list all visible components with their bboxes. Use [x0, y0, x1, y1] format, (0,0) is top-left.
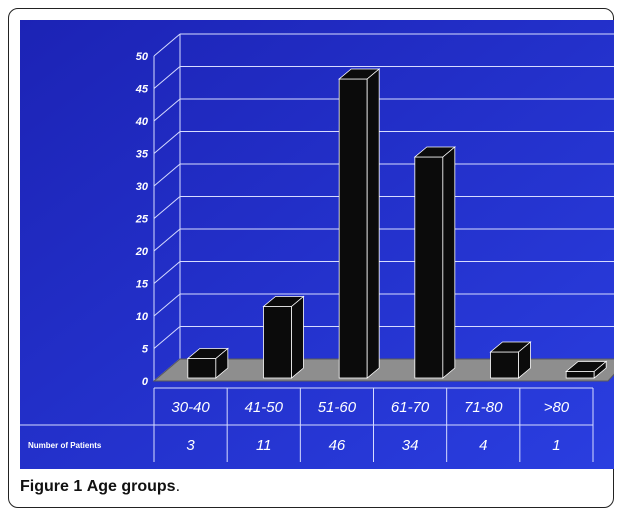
data-table: Number of Patients 30-40 3 41-50 11 51-60 46 61… — [20, 387, 594, 462]
y-tick-label: 40 — [135, 116, 149, 128]
x-category-label: 30-40 — [171, 399, 210, 416]
x-category-label: 61-70 — [391, 399, 430, 416]
bar-side — [518, 341, 531, 379]
bar-side — [291, 295, 304, 379]
gridline-side — [153, 196, 181, 219]
chart-background — [20, 20, 614, 469]
gridline-side — [153, 33, 181, 57]
y-tick-label: 25 — [135, 214, 149, 226]
y-tick-label: 15 — [136, 279, 149, 291]
table-value: 1 — [552, 437, 560, 454]
table-value: 4 — [479, 437, 487, 454]
bar — [490, 351, 519, 379]
gridline-side — [153, 66, 181, 89]
y-tick-label: 0 — [142, 376, 149, 388]
figure-caption: Figure 1 Age groups. — [20, 478, 180, 496]
table-value: 11 — [256, 437, 272, 454]
bar-chart-3d: 0 5 10 15 20 25 30 35 40 45 50 Number of Patients 3… — [20, 20, 614, 469]
caption-punct: . — [175, 478, 181, 495]
x-category-label: 41-50 — [245, 399, 284, 416]
y-tick-label: 20 — [135, 246, 149, 258]
gridline-side — [153, 326, 181, 349]
y-tick-label: 35 — [136, 149, 149, 161]
y-tick-label: 50 — [136, 51, 149, 63]
table-value: 34 — [402, 437, 419, 454]
bar — [338, 78, 368, 379]
bar-layer — [186, 68, 608, 379]
gridline-side — [153, 98, 181, 122]
x-category-label: 71-80 — [464, 399, 503, 416]
gridline-side — [153, 293, 181, 317]
bar — [187, 358, 217, 379]
y-tick-label: 5 — [142, 344, 149, 356]
x-category-label: >80 — [544, 399, 570, 416]
gridline-side — [153, 131, 181, 154]
bar — [414, 156, 444, 379]
chart-area: 0 5 10 15 20 25 30 35 40 45 50 Number of Patients 3… — [20, 20, 614, 469]
gridline-side — [153, 163, 181, 187]
y-tick-label: 45 — [135, 84, 149, 96]
bar-side — [366, 68, 380, 379]
x-category-label: 51-60 — [318, 399, 357, 416]
caption-title: Age groups — [86, 478, 176, 495]
gridline-side — [153, 228, 181, 252]
bar-side — [215, 347, 229, 379]
table-value: 46 — [329, 437, 346, 454]
gridline-side — [153, 261, 181, 284]
bar — [263, 306, 292, 379]
bar-side — [593, 360, 607, 379]
table-value: 3 — [186, 437, 195, 454]
caption-label: Figure 1 — [20, 478, 83, 495]
y-tick-label: 30 — [136, 181, 149, 193]
table-row-label: Number of Patients — [28, 441, 102, 450]
bar-side — [442, 146, 456, 379]
y-tick-label: 10 — [136, 311, 149, 323]
bar — [565, 371, 595, 379]
